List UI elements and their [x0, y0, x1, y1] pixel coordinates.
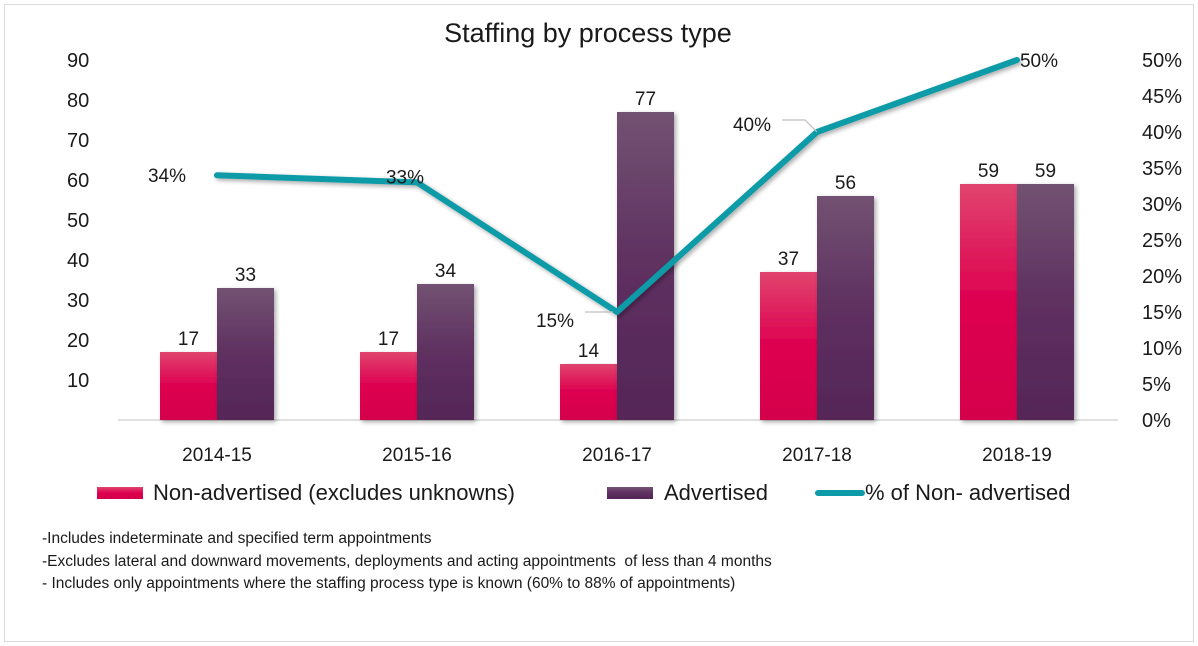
chart-notes: -Includes indeterminate and specified te…: [42, 528, 772, 596]
left-axis-tick-label: 50: [67, 210, 89, 232]
right-axis-tick-label: 5%: [1142, 374, 1171, 396]
line-data-label: 40%: [733, 115, 771, 136]
bar-advertised-label: 33: [235, 265, 256, 286]
category-label: 2016-17: [582, 445, 652, 466]
bar-non-advertised-label: 37: [778, 249, 799, 270]
left-axis-tick-label: 40: [67, 250, 89, 272]
note-3: - Includes only appointments where the s…: [42, 575, 736, 592]
left-axis-tick-label: 80: [67, 90, 89, 112]
right-axis-tick-label: 45%: [1142, 86, 1182, 108]
right-axis-tick-label: 50%: [1142, 50, 1182, 72]
category-label: 2014-15: [182, 445, 252, 466]
right-axis-tick-label: 20%: [1142, 266, 1182, 288]
leader-line: [782, 119, 818, 133]
left-axis-tick-label: 30: [67, 290, 89, 312]
note-1: -Includes indeterminate and specified te…: [42, 530, 432, 547]
left-axis: 10 20 30 40 50 60 70 80 90: [67, 50, 89, 392]
bar-advertised: [217, 288, 274, 420]
legend-label-non-advertised: Non-advertised (excludes unknowns): [153, 480, 515, 505]
bar-non-advertised: [160, 352, 217, 420]
category-axis: 2014-15 2015-16 2016-17 2017-18 2018-19: [182, 445, 1052, 466]
legend-label-percent-non-advertised: % of Non- advertised: [865, 480, 1070, 505]
category-label: 2017-18: [782, 445, 852, 466]
note-2: -Excludes lateral and downward movements…: [42, 552, 772, 570]
bar-advertised: [1017, 184, 1074, 420]
right-axis-tick-label: 30%: [1142, 194, 1182, 216]
left-axis-tick-label: 70: [67, 130, 89, 152]
right-axis: 0% 5% 10% 15% 20% 25% 30% 35% 40% 45% 50%: [1142, 50, 1182, 432]
bar-data-labels: 17 17 14 37 59 33 34 77 56 59: [178, 89, 1056, 362]
line-data-label: 50%: [1020, 51, 1058, 72]
bar-non-advertised: [360, 352, 417, 420]
line-data-label: 34%: [148, 166, 186, 187]
line-data-label: 15%: [536, 311, 574, 332]
chart-title: Staffing by process type: [444, 18, 732, 48]
right-axis-tick-label: 25%: [1142, 230, 1182, 252]
bar-advertised: [417, 284, 474, 420]
bar-non-advertised-label: 17: [178, 329, 199, 350]
bar-non-advertised: [760, 272, 817, 420]
line-data-labels: 34% 33% 15% 40% 50%: [148, 51, 1058, 332]
legend-item-percent-non-advertised[interactable]: % of Non- advertised: [815, 480, 1070, 505]
bar-non-advertised-label: 59: [978, 161, 999, 182]
right-axis-tick-label: 40%: [1142, 122, 1182, 144]
category-label: 2015-16: [382, 445, 452, 466]
bar-advertised-label: 56: [835, 173, 856, 194]
bar-non-advertised-label: 14: [578, 341, 600, 362]
left-axis-tick-label: 60: [67, 170, 89, 192]
left-axis-tick-label: 10: [67, 370, 89, 392]
bar-non-advertised: [560, 364, 617, 420]
legend-item-advertised[interactable]: Advertised: [607, 480, 768, 505]
bars: [160, 112, 1074, 420]
category-label: 2018-19: [982, 445, 1052, 466]
legend: Non-advertised (excludes unknowns) Adver…: [97, 480, 1070, 505]
legend-swatch-advertised: [607, 487, 653, 499]
line-data-label: 33%: [386, 167, 424, 188]
legend-swatch-non-advertised: [97, 487, 143, 499]
bar-non-advertised: [960, 184, 1017, 420]
bar-advertised-label: 77: [635, 89, 656, 110]
bar-advertised-label: 59: [1035, 161, 1056, 182]
left-axis-tick-label: 20: [67, 330, 89, 352]
bar-non-advertised-label: 17: [378, 329, 399, 350]
right-axis-tick-label: 35%: [1142, 158, 1182, 180]
legend-item-non-advertised[interactable]: Non-advertised (excludes unknowns): [97, 480, 515, 505]
bar-advertised-label: 34: [435, 261, 457, 282]
legend-label-advertised: Advertised: [664, 480, 768, 505]
right-axis-tick-label: 15%: [1142, 302, 1182, 324]
bar-advertised: [817, 196, 874, 420]
right-axis-tick-label: 10%: [1142, 338, 1182, 360]
right-axis-tick-label: 0%: [1142, 410, 1171, 432]
left-axis-tick-label: 90: [67, 50, 89, 72]
